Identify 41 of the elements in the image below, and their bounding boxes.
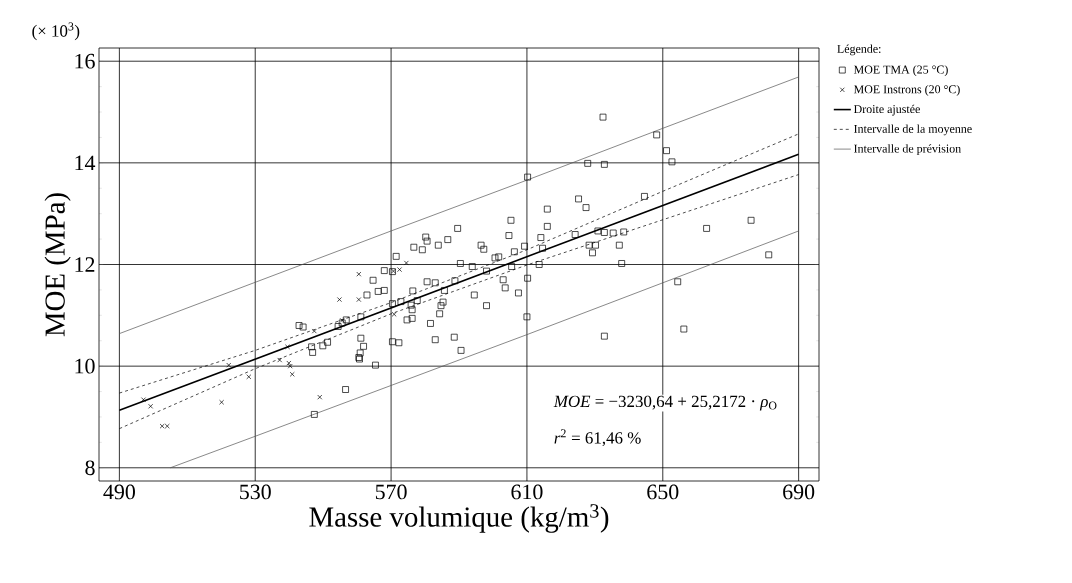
point [148,403,154,409]
point [289,371,295,377]
point [287,363,293,369]
y-tick-label: 16 [75,53,95,69]
point [403,260,409,266]
x-tick-label: 530 [240,484,271,500]
point [219,399,225,405]
annotation: r$^{2}$ = 61,46 % [554,429,641,447]
x-tick-label: 650 [647,484,679,500]
point [141,397,146,403]
point [226,362,232,368]
legend-label: Droite ajustée [853,104,920,116]
annotation: MOE = −3230,64 + 25,2172 · ρ$_{O}$ [553,395,777,411]
x-tick-label: 570 [375,484,407,500]
y-tick-label: 12 [75,257,95,272]
legend-label: MOE Instrons (20 °C) [853,84,960,96]
point [311,328,317,334]
y-tick-label: 10 [75,358,95,374]
point [336,297,342,303]
point [286,360,292,366]
x-axis-title: Masse volumique (kg/m$^{3}$) [309,504,609,533]
point [356,271,362,277]
text: (× 10$^{3}$) [32,22,80,41]
point [356,297,362,303]
y-tick-label: 14 [75,155,96,171]
point [246,374,252,380]
x-tick-label: 690 [783,484,815,500]
legend-label: MOE TMA (25 °C) [853,65,948,77]
legend-label: Intervalle de prévision [854,144,961,156]
point [391,311,397,317]
y-axis-title: MOE (MPa) [44,193,71,337]
legend-title: Légende: [837,44,881,56]
line-series [169,230,799,469]
point [277,357,283,363]
line-series [119,76,799,334]
x-tick-label: 610 [511,484,543,500]
point [285,344,290,350]
y-tick-label: 8 [85,460,95,476]
x-tick-label: 490 [103,484,135,500]
legend-label: Intervalle de la moyenne [854,124,972,136]
point [317,394,323,400]
